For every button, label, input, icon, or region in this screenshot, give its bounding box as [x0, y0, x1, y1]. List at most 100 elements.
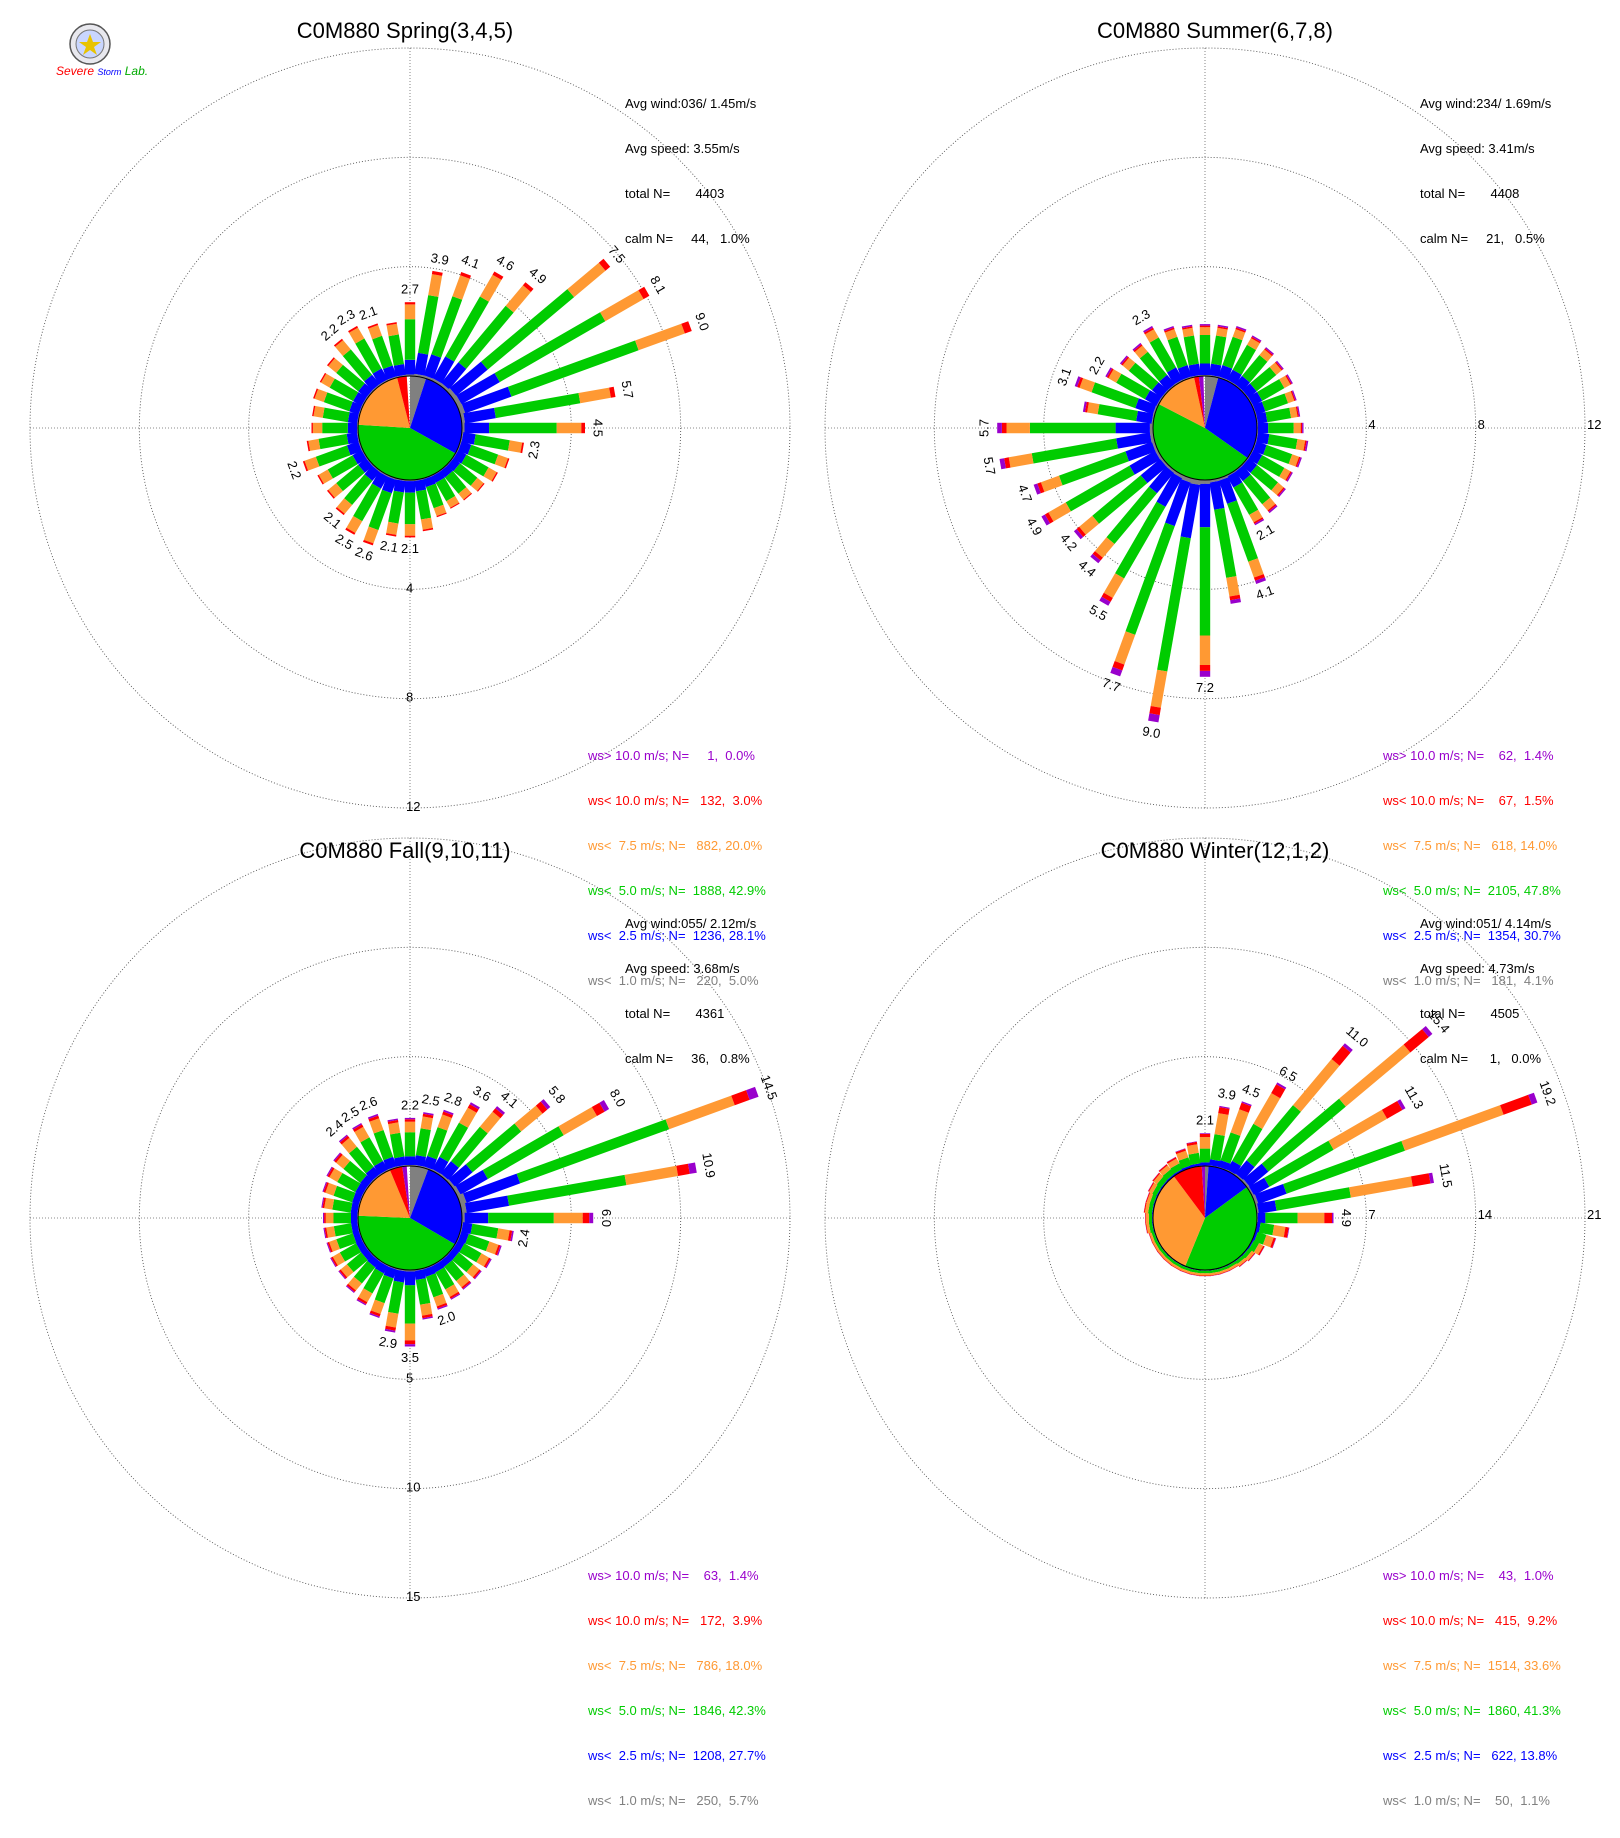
bar-segment-orange	[386, 1312, 399, 1328]
bar-value-label: 3.6	[470, 1082, 493, 1104]
bar-segment-orange	[557, 423, 582, 433]
bar-segment-blue	[1200, 1162, 1210, 1165]
bar-segment-green	[405, 319, 415, 360]
calm-count-text: calm N= 36, 0.8%	[625, 1051, 756, 1066]
bar-value-label: 2.3	[525, 440, 543, 460]
bar-value-label: 2.7	[401, 282, 419, 297]
bar-segment-orange	[1200, 1273, 1210, 1275]
bar-segment-red	[1002, 423, 1007, 433]
calm-count-text: calm N= 1, 0.0%	[1420, 1051, 1551, 1066]
bar-segment-red	[1500, 1095, 1532, 1115]
bar-value-label: 2.5	[421, 1091, 441, 1109]
bar-segment-orange	[326, 1213, 334, 1223]
bar-segment-orange	[388, 1122, 400, 1134]
legend-entry-gray: ws< 1.0 m/s; N= 50, 1.1%	[1383, 1793, 1561, 1808]
bar-segment-red	[1411, 1173, 1431, 1186]
bar-segment-green	[1200, 335, 1210, 364]
avg-wind-text: Avg wind:055/ 2.12m/s	[625, 916, 756, 931]
bar-segment-blue	[465, 423, 490, 433]
total-count-text: total N= 4403	[625, 186, 756, 201]
logo-text-severe: Severe	[56, 64, 94, 78]
bar-segment-blue	[1116, 423, 1150, 433]
legend-entry-orange: ws< 7.5 m/s; N= 786, 18.0%	[588, 1658, 766, 1673]
bar-segment-orange	[405, 304, 415, 319]
bar-segment-orange	[567, 263, 605, 297]
bar-segment-blue	[1200, 364, 1210, 376]
bar-segment-orange	[421, 1116, 433, 1130]
bar-segment-green	[1265, 1213, 1297, 1223]
bar-value-label: 11.5	[1436, 1162, 1455, 1189]
bar-segment-blue	[405, 1156, 415, 1165]
bar-value-label: 9.0	[1141, 723, 1161, 741]
bar-segment-orange	[635, 324, 685, 351]
bar-segment-green	[1200, 1149, 1210, 1163]
legend-entry-orange: ws< 7.5 m/s; N= 1514, 33.6%	[1383, 1658, 1561, 1673]
bar-segment-orange	[452, 275, 470, 300]
chart-title: C0M880 Summer(6,7,8)	[810, 18, 1620, 44]
bar-segment-purple	[1200, 1133, 1210, 1134]
logo-text-storm: Storm	[97, 67, 121, 77]
bar-segment-green	[1149, 1213, 1152, 1223]
ring-label: 21	[1587, 1207, 1601, 1222]
legend-entry-purple: ws> 10.0 m/s; N= 43, 1.0%	[1383, 1568, 1561, 1583]
bar-value-label: 6.5	[1277, 1063, 1300, 1085]
bar-segment-green	[488, 1213, 554, 1223]
legend-entry-purple: ws> 10.0 m/s; N= 62, 1.4%	[1383, 748, 1561, 763]
bar-value-label: 2.2	[1086, 354, 1108, 377]
bar-segment-green	[1200, 1271, 1210, 1274]
avg-wind-text: Avg wind:234/ 1.69m/s	[1420, 96, 1551, 111]
total-count-text: total N= 4361	[625, 1006, 756, 1021]
legend-entry-red: ws< 10.0 m/s; N= 132, 3.0%	[588, 793, 766, 808]
stats-box: Avg wind:036/ 1.45m/s Avg speed: 3.55m/s…	[625, 66, 756, 276]
bar-value-label: 4.1	[460, 251, 482, 271]
calm-count-text: calm N= 21, 0.5%	[1420, 231, 1551, 246]
bar-segment-red	[1200, 326, 1210, 328]
bar-segment-orange	[1401, 1105, 1503, 1151]
bar-value-label: 10.9	[699, 1152, 718, 1180]
bar-value-label: 2.3	[334, 306, 357, 328]
bar-segment-red	[1145, 1213, 1146, 1223]
bar-segment-purple	[405, 1118, 415, 1119]
bar-value-label: 7.7	[1100, 675, 1122, 695]
bar-segment-red	[1324, 1213, 1332, 1223]
bar-value-label: 2.1	[379, 538, 399, 556]
stats-box: Avg wind:055/ 2.12m/s Avg speed: 3.68m/s…	[625, 886, 756, 1096]
bar-value-label: 2.2	[318, 321, 341, 344]
bar-value-label: 2.3	[1129, 306, 1152, 328]
legend-entry-red: ws< 10.0 m/s; N= 415, 9.2%	[1383, 1613, 1561, 1628]
bar-value-label: 2.6	[357, 1093, 379, 1113]
avg-speed-text: Avg speed: 4.73m/s	[1420, 961, 1551, 976]
bar-value-label: 4.9	[526, 264, 549, 287]
bar-segment-orange	[1226, 576, 1240, 596]
bar-value-label: 7.2	[1196, 680, 1214, 695]
bar-value-label: 4.9	[1024, 515, 1046, 538]
bar-segment-orange	[1146, 1213, 1149, 1223]
bar-segment-green	[1200, 527, 1210, 635]
bar-segment-green	[489, 423, 557, 433]
bar-segment-green	[334, 1213, 352, 1223]
bar-segment-purple	[589, 1213, 593, 1223]
bar-value-label: 2.1	[357, 303, 379, 323]
bar-value-label: 4.6	[494, 252, 517, 274]
bar-value-label: 5.5	[1087, 602, 1110, 624]
bar-segment-blue	[1200, 484, 1210, 527]
legend-entry-gray: ws< 1.0 m/s; N= 250, 5.7%	[588, 1793, 766, 1808]
bar-segment-orange	[497, 1228, 510, 1240]
bar-segment-purple	[323, 1213, 324, 1223]
bar-segment-orange	[1200, 636, 1210, 666]
bar-segment-orange	[1041, 476, 1063, 492]
bar-value-label: 2.2	[401, 1097, 419, 1112]
bar-segment-blue	[347, 432, 359, 444]
bar-segment-blue	[348, 423, 357, 433]
bar-segment-blue	[414, 479, 426, 491]
bar-segment-orange	[1293, 1059, 1340, 1112]
bar-segment-orange	[1009, 453, 1034, 467]
bar-segment-orange	[480, 275, 502, 302]
bar-value-label: 2.1	[401, 541, 419, 556]
avg-speed-text: Avg speed: 3.41m/s	[1420, 141, 1551, 156]
bar-segment-blue	[405, 1272, 415, 1286]
bar-segment-orange	[1115, 631, 1136, 664]
bar-segment-red	[312, 423, 313, 433]
ring-label: 5	[406, 1370, 413, 1385]
